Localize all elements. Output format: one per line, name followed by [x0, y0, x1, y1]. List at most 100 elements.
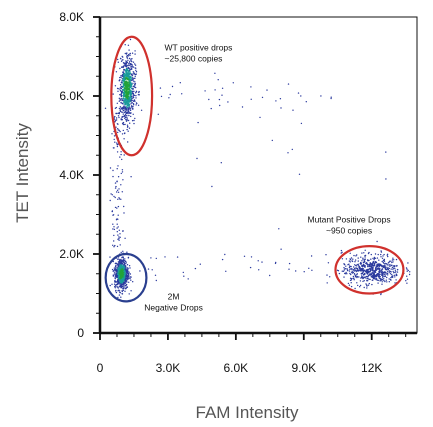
droplet-point	[113, 147, 115, 149]
droplet-point	[288, 262, 291, 265]
droplet-point	[364, 249, 366, 251]
droplet-point	[125, 267, 127, 269]
droplet-point	[348, 266, 351, 269]
droplet-point	[130, 66, 132, 68]
droplet-point	[407, 262, 409, 264]
droplet-point	[370, 275, 373, 278]
droplet-point	[393, 259, 395, 261]
droplet-point	[124, 116, 127, 119]
droplet-point	[127, 141, 129, 143]
droplet-point	[224, 253, 226, 256]
droplet-point	[120, 118, 122, 120]
droplet-point	[385, 178, 387, 180]
droplet-point	[363, 286, 365, 289]
droplet-point	[117, 234, 119, 236]
droplet-point	[114, 244, 116, 247]
droplet-point	[118, 229, 121, 231]
droplet-point	[118, 278, 120, 280]
droplet-point	[408, 273, 411, 276]
droplet-point	[122, 250, 124, 252]
droplet-point	[114, 272, 116, 274]
droplet-point	[204, 90, 206, 92]
droplet-point	[342, 270, 345, 272]
droplet-point	[121, 102, 123, 105]
droplet-point	[117, 279, 119, 281]
droplet-point	[363, 260, 366, 263]
droplet-point	[353, 266, 355, 268]
droplet-point	[350, 257, 353, 259]
droplet-point	[249, 266, 252, 269]
droplet-point	[112, 270, 114, 272]
droplet-point	[121, 66, 124, 68]
droplet-point	[308, 267, 310, 269]
droplet-point	[366, 285, 368, 287]
droplet-point	[115, 269, 118, 271]
droplet-point	[150, 257, 152, 259]
droplet-point	[369, 273, 371, 276]
droplet-point	[218, 98, 221, 101]
droplet-point	[374, 261, 377, 263]
droplet-point	[131, 73, 133, 76]
droplet-point	[118, 112, 121, 115]
droplet-point	[381, 275, 384, 277]
droplet-point	[126, 57, 129, 59]
droplet-point	[126, 64, 128, 67]
droplet-point	[118, 286, 121, 288]
droplet-point	[126, 272, 128, 274]
droplet-point	[351, 260, 354, 263]
droplet-point	[390, 271, 392, 273]
droplet-point	[134, 82, 136, 85]
droplet-point	[118, 198, 121, 200]
cluster-ring-mutant	[334, 244, 405, 295]
droplet-point	[125, 62, 127, 64]
droplet-point	[122, 113, 125, 115]
droplet-point	[345, 271, 347, 274]
droplet-point	[136, 102, 138, 105]
droplet-point	[124, 259, 126, 262]
droplet-point	[112, 214, 114, 216]
droplet-point	[386, 268, 389, 270]
droplet-point	[122, 85, 124, 88]
droplet-point	[131, 64, 133, 66]
droplet-point	[118, 97, 121, 100]
droplet-point	[132, 113, 134, 116]
droplet-point	[125, 119, 127, 121]
droplet-point	[123, 154, 125, 156]
droplet-point	[380, 253, 382, 256]
droplet-point	[132, 94, 135, 96]
droplet-point	[365, 275, 368, 278]
droplet-point	[117, 165, 119, 167]
droplet-point	[114, 141, 116, 143]
droplet-point	[373, 256, 376, 259]
droplet-point	[130, 59, 132, 62]
droplet-point	[373, 261, 375, 263]
droplet-point	[124, 113, 127, 116]
droplet-point	[120, 87, 123, 90]
droplet-point	[338, 272, 341, 275]
droplet-point	[117, 268, 119, 270]
droplet-point	[114, 285, 117, 287]
droplet-point	[392, 261, 394, 263]
droplet-point	[211, 185, 213, 188]
droplet-point	[123, 138, 125, 140]
droplet-point	[352, 275, 355, 278]
droplet-point	[396, 269, 399, 271]
droplet-point	[391, 261, 393, 264]
droplet-point	[388, 267, 391, 270]
droplet-point	[220, 162, 222, 164]
droplet-point	[125, 64, 127, 66]
droplet-point	[119, 266, 122, 269]
y-tick-label: 6.0K	[59, 89, 84, 103]
droplet-point	[123, 101, 125, 104]
droplet-point	[131, 106, 133, 108]
droplet-point	[119, 277, 122, 280]
droplet-point	[121, 171, 124, 173]
droplet-point	[109, 256, 111, 258]
droplet-point	[128, 88, 131, 91]
droplet-point	[388, 271, 390, 273]
droplet-point	[132, 95, 134, 97]
droplet-point	[122, 289, 125, 291]
droplet-point	[330, 97, 332, 100]
droplet-point	[127, 110, 129, 112]
droplet-point	[120, 278, 123, 281]
